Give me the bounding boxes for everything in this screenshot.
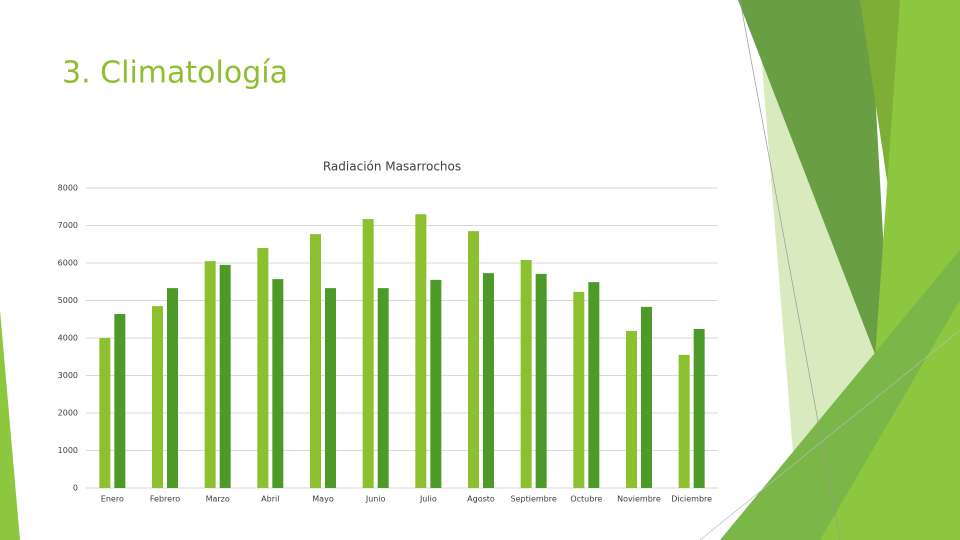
x-tick-label: Agosto	[467, 495, 495, 504]
x-tick-label: Febrero	[150, 495, 180, 504]
slide-title: 3. Climatología	[62, 56, 288, 91]
bar	[152, 306, 163, 488]
bar	[520, 260, 532, 488]
bar	[468, 231, 479, 488]
x-tick-label: Mayo	[312, 495, 334, 504]
bar	[678, 354, 690, 488]
x-tick-label: Marzo	[206, 495, 230, 504]
bar	[325, 288, 336, 488]
x-tick-label: Junio	[365, 495, 386, 504]
x-tick-label: Julio	[419, 495, 437, 504]
x-tick-label: Diciembre	[671, 495, 712, 504]
y-tick-label: 3000	[58, 371, 78, 380]
y-tick-label: 5000	[58, 296, 78, 305]
bar	[588, 282, 600, 488]
bar	[167, 288, 178, 488]
bar	[204, 261, 216, 488]
x-tick-label: Octubre	[570, 495, 602, 504]
bar	[573, 291, 585, 488]
y-tick-label: 0	[73, 484, 78, 493]
bar	[257, 248, 269, 488]
bar	[377, 288, 389, 488]
bar	[641, 306, 652, 488]
bar	[310, 234, 321, 488]
bar	[483, 273, 494, 488]
x-tick-label: Septiembre	[511, 495, 557, 504]
bar	[415, 214, 427, 488]
x-tick-label: Enero	[101, 495, 124, 504]
x-tick-label: Abril	[261, 495, 279, 504]
bar	[99, 338, 111, 488]
bar	[626, 330, 637, 488]
y-tick-label: 7000	[58, 221, 78, 230]
x-tick-label: Noviembre	[617, 495, 661, 504]
bar	[362, 219, 374, 488]
y-tick-label: 6000	[58, 259, 78, 268]
y-tick-label: 8000	[58, 184, 78, 193]
bar	[114, 314, 126, 488]
y-tick-label: 1000	[58, 446, 78, 455]
bar	[219, 264, 231, 488]
y-tick-label: 2000	[58, 409, 78, 418]
bar	[272, 279, 284, 488]
bar	[535, 273, 547, 488]
y-tick-label: 4000	[58, 334, 78, 343]
chart-title: Radiación Masarrochos	[323, 160, 461, 174]
bar	[693, 329, 705, 488]
bar	[430, 279, 442, 488]
